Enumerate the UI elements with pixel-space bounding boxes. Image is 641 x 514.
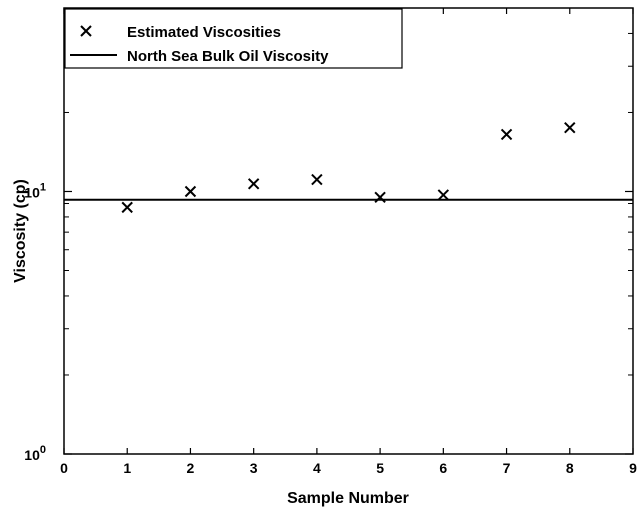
x-tick-label: 8: [566, 460, 574, 476]
y-tick-label: 100: [24, 444, 46, 463]
y-ticks: 100 101: [24, 181, 633, 463]
y-minor-ticks: [64, 32, 633, 376]
x-tick-label: 1: [123, 460, 131, 476]
data-point-x-marker: [184, 185, 197, 198]
data-point-x-marker: [311, 173, 323, 186]
x-tick-label: 3: [250, 460, 258, 476]
legend: Estimated Viscosities North Sea Bulk Oil…: [64, 8, 403, 69]
data-point-x-marker: [374, 191, 386, 204]
x-axis-label: Sample Number: [287, 490, 409, 507]
data-point-x-marker: [564, 121, 576, 134]
x-tick-label: 0: [60, 460, 68, 476]
legend-marker-x-icon: [80, 25, 92, 37]
x-tick-label: 7: [503, 460, 511, 476]
legend-label-estimated: Estimated Viscosities: [127, 24, 281, 41]
x-tick-label: 4: [313, 460, 321, 476]
data-point-x-marker: [121, 201, 133, 214]
data-point-x-marker: [500, 128, 513, 141]
y-axis-label: Viscosity (cp): [12, 179, 29, 283]
y-tick-label: 101: [24, 181, 46, 200]
x-tick-label: 9: [629, 460, 637, 476]
data-points: [121, 121, 576, 214]
x-tick-label: 2: [187, 460, 195, 476]
data-point-x-marker: [247, 178, 260, 190]
plot-area: [63, 7, 634, 455]
legend-label-bulk-oil: North Sea Bulk Oil Viscosity: [127, 48, 329, 65]
x-ticks: 0 1 2 3 4 5 6 7 8 9: [60, 8, 637, 476]
legend-box: [64, 8, 403, 69]
x-tick-label: 5: [376, 460, 384, 476]
data-point-x-marker: [437, 189, 450, 201]
x-tick-label: 6: [439, 460, 447, 476]
